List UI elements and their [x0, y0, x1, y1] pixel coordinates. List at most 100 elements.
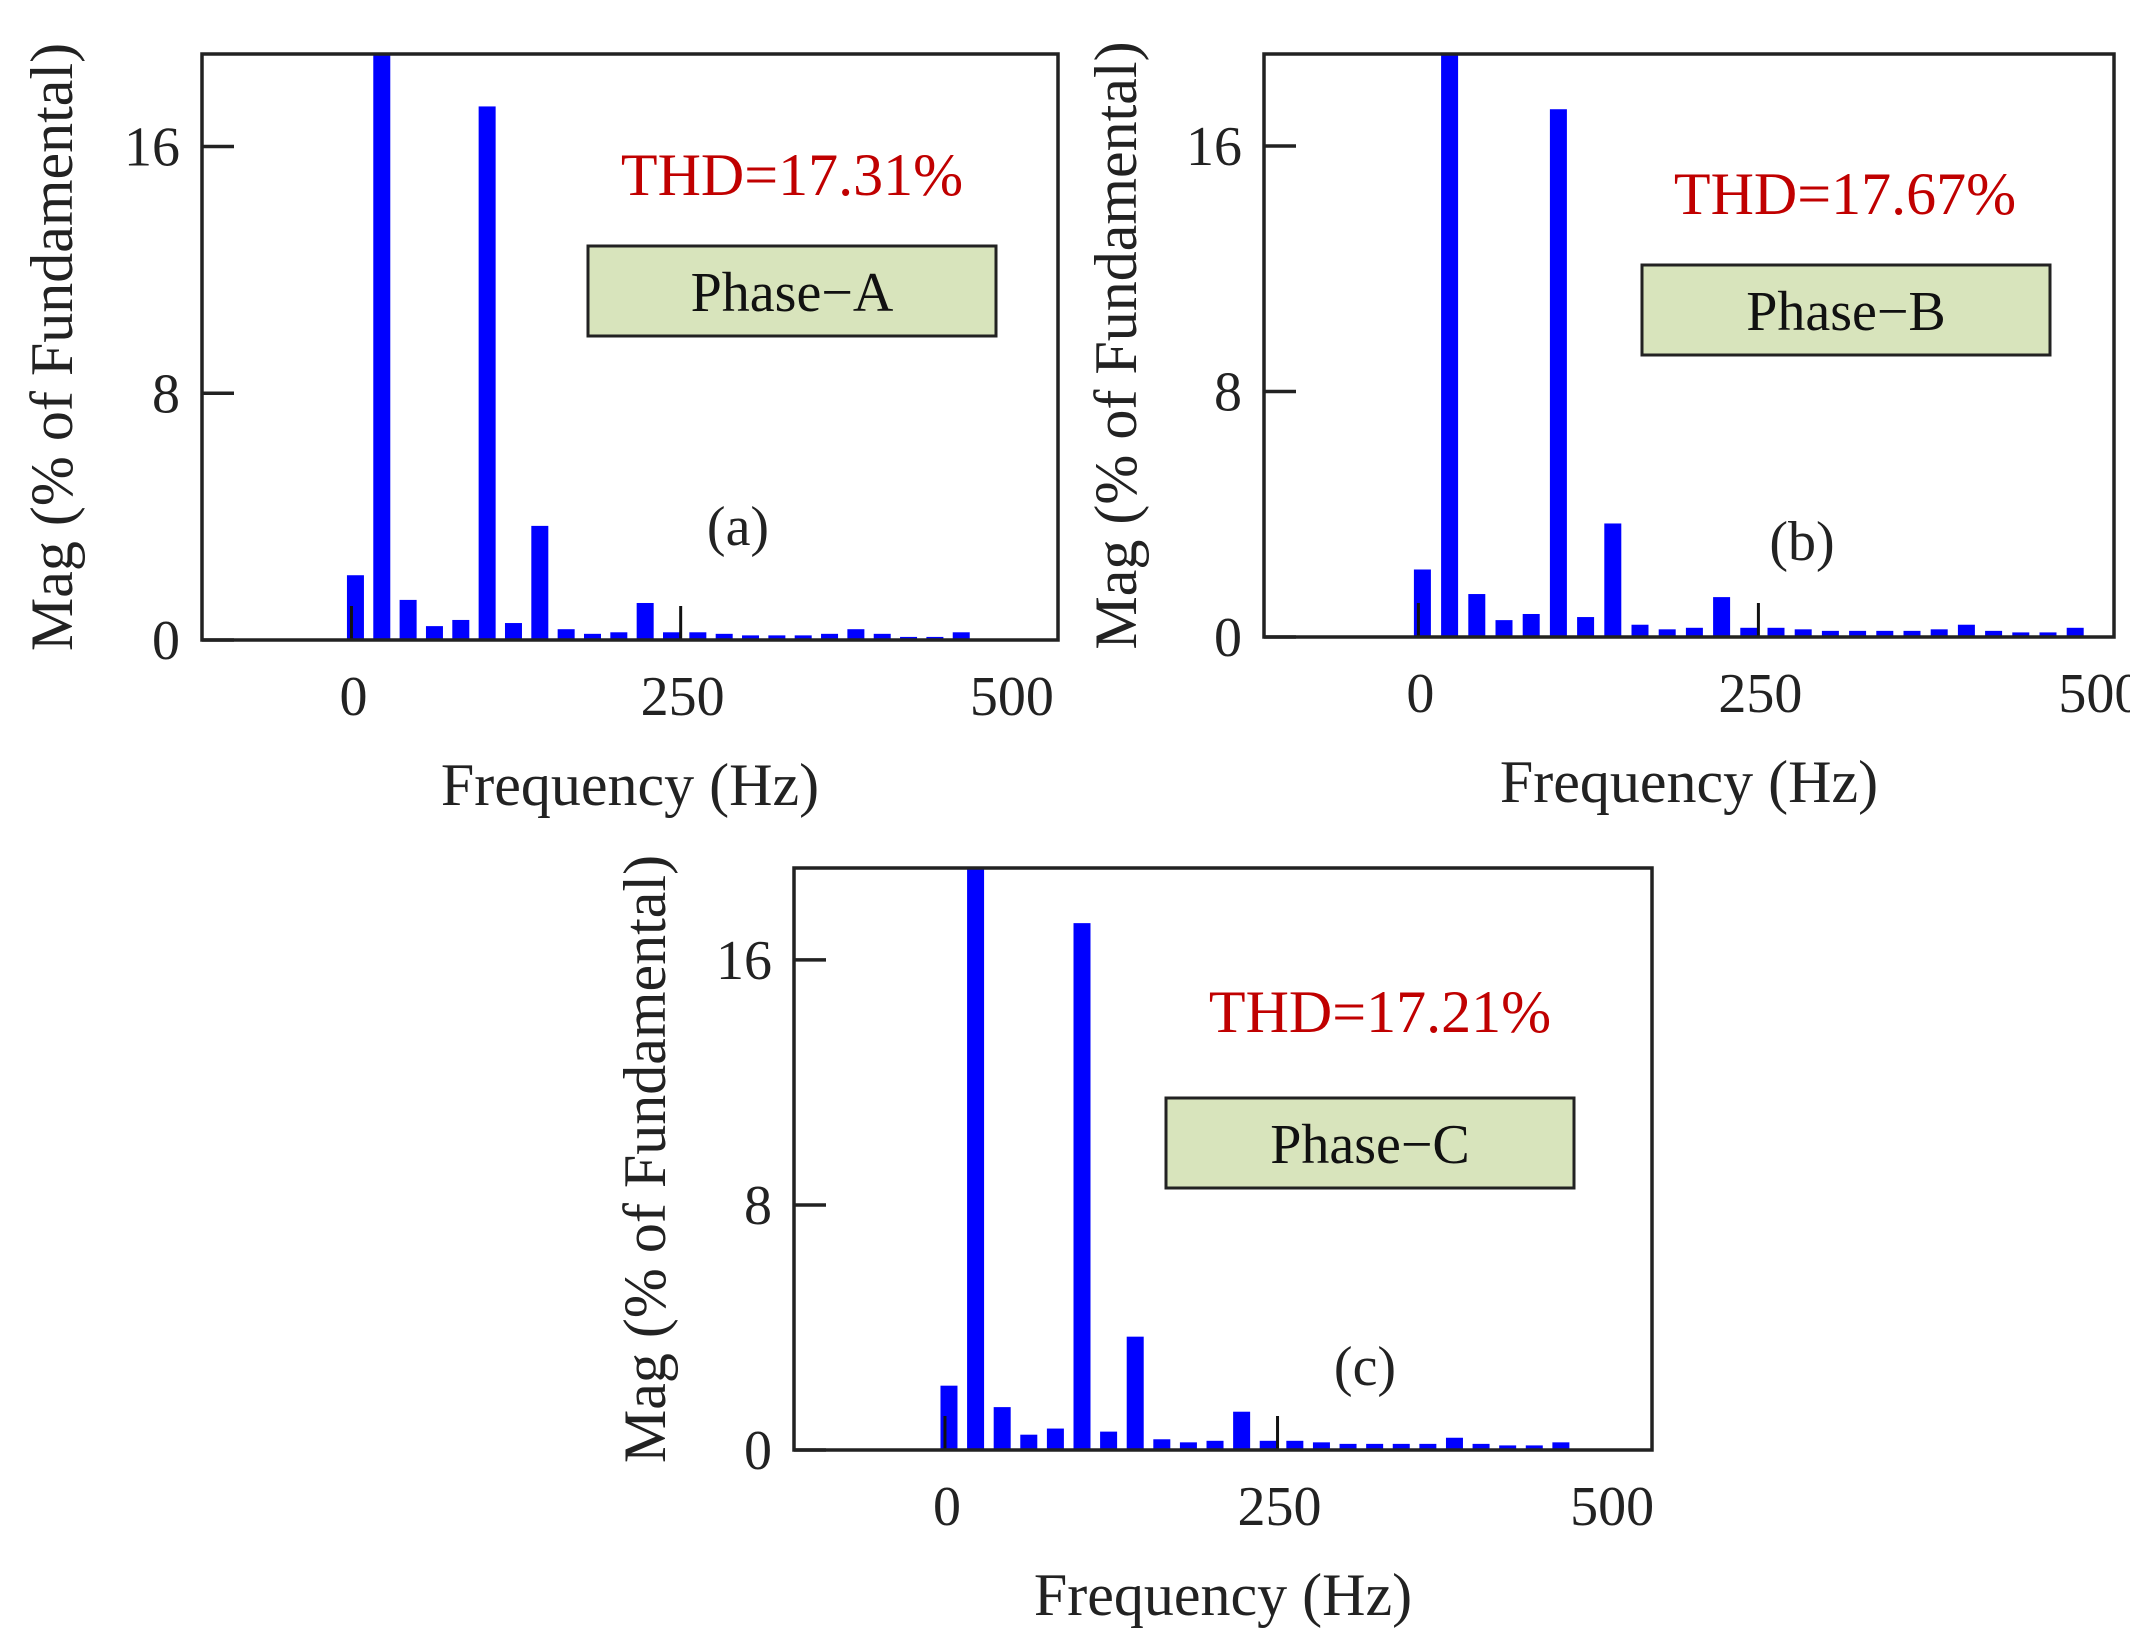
bar [1468, 594, 1486, 637]
bar [689, 632, 707, 640]
bar [452, 619, 470, 640]
y-tick-label: 8 [152, 363, 180, 425]
bar [1073, 923, 1091, 1450]
bar [1957, 624, 1975, 637]
chart-panel-c: 0 8 16 0 250 500 Frequency (Hz) Mag (% of Funda… [612, 855, 1654, 1628]
bar [1658, 629, 1676, 637]
bar [742, 635, 760, 640]
bar [478, 106, 496, 640]
phase-legend-box [586, 244, 998, 338]
y-tick-label: 16 [716, 930, 772, 992]
x-tick-label: 0 [339, 666, 367, 728]
bar [1876, 630, 1894, 637]
bar [1685, 627, 1703, 637]
bar [1604, 523, 1622, 637]
x-tick-label: 500 [970, 666, 1054, 728]
x-axis-title: Frequency (Hz) [441, 752, 819, 818]
bar [531, 525, 549, 640]
bar [1549, 109, 1567, 638]
y-axis-title: Mag (% of Fundamental) [1083, 41, 1149, 649]
bar [1392, 1443, 1410, 1450]
y-tick-label: 16 [1186, 116, 1242, 178]
y-tick-label: 8 [744, 1175, 772, 1237]
bar [1312, 1442, 1330, 1450]
bar [715, 633, 733, 640]
bar [847, 629, 865, 640]
plot-frame [792, 866, 1654, 1452]
bar [821, 633, 839, 640]
bar [1767, 627, 1785, 637]
bar [1100, 1431, 1118, 1450]
panel-label: (a) [707, 496, 769, 558]
bar [2039, 632, 2057, 637]
x-tick-label: 250 [1718, 663, 1802, 725]
bar [1740, 627, 1758, 637]
x-tick-label: 250 [641, 666, 725, 728]
bar [1525, 1445, 1543, 1450]
bar [1821, 630, 1839, 637]
bar [1495, 620, 1513, 637]
bar [794, 635, 812, 640]
bar [1419, 1443, 1437, 1450]
bar [663, 632, 681, 640]
panel-label: (c) [1334, 1336, 1396, 1398]
thd-annotation: THD=17.67% [1674, 161, 2016, 227]
plot-frame [200, 52, 1060, 642]
chart-panel-b: 0 8 16 0 250 500 Frequency (Hz) Mag (% of Funda… [1083, 41, 2130, 815]
bar [1020, 1434, 1038, 1450]
bar [1179, 1442, 1197, 1450]
phase-legend-label: Phase−C [1270, 1114, 1470, 1176]
bar [373, 54, 391, 640]
bar [1472, 1443, 1490, 1450]
bar [1233, 1411, 1251, 1450]
bar [940, 1385, 958, 1450]
phase-legend-label: Phase−B [1746, 281, 1946, 343]
bar [1522, 613, 1540, 637]
panel-label: (b) [1769, 511, 1834, 573]
bar [1259, 1440, 1277, 1450]
bar [1930, 629, 1948, 637]
bar [1849, 630, 1867, 637]
x-tick-label: 500 [1570, 1476, 1654, 1538]
y-axis-title: Mag (% of Fundamental) [19, 43, 85, 651]
y-tick-label: 0 [744, 1420, 772, 1482]
y-axis-title: Mag (% of Fundamental) [612, 855, 678, 1463]
bar [873, 633, 891, 640]
bar [610, 632, 628, 640]
bar [346, 575, 364, 640]
bar [1499, 1445, 1517, 1450]
bar [636, 602, 654, 640]
bar [1985, 630, 2003, 637]
bar [1206, 1440, 1224, 1450]
phase-legend-box [1640, 263, 2052, 357]
x-axis-title: Frequency (Hz) [1500, 749, 1878, 815]
thd-annotation: THD=17.21% [1209, 979, 1551, 1045]
bar [1552, 1442, 1570, 1450]
bar [1713, 597, 1731, 637]
bar [2066, 627, 2084, 637]
x-tick-label: 500 [2058, 663, 2130, 725]
bar [1339, 1443, 1357, 1450]
y-tick-label: 0 [1214, 607, 1242, 669]
x-tick-label: 0 [933, 1476, 961, 1538]
bar [1413, 569, 1431, 637]
bar [1577, 617, 1595, 637]
bar [1441, 54, 1459, 637]
x-axis-title: Frequency (Hz) [1034, 1562, 1412, 1628]
bar [504, 623, 522, 640]
bar [1903, 630, 1921, 637]
y-tick-label: 8 [1214, 362, 1242, 424]
chart-panel-a: 0 8 16 0 250 500 Frequency (Hz) Mag (% of Funda… [19, 43, 1060, 818]
bar [952, 632, 970, 640]
thd-annotation: THD=17.31% [621, 142, 963, 208]
bar [1286, 1440, 1304, 1450]
x-tick-label: 250 [1238, 1476, 1322, 1538]
bar [967, 868, 985, 1450]
bar [1631, 624, 1649, 637]
bar [768, 635, 786, 640]
bar [1445, 1437, 1463, 1450]
bar [993, 1407, 1011, 1450]
y-tick-label: 16 [124, 117, 180, 179]
bar [583, 633, 601, 640]
